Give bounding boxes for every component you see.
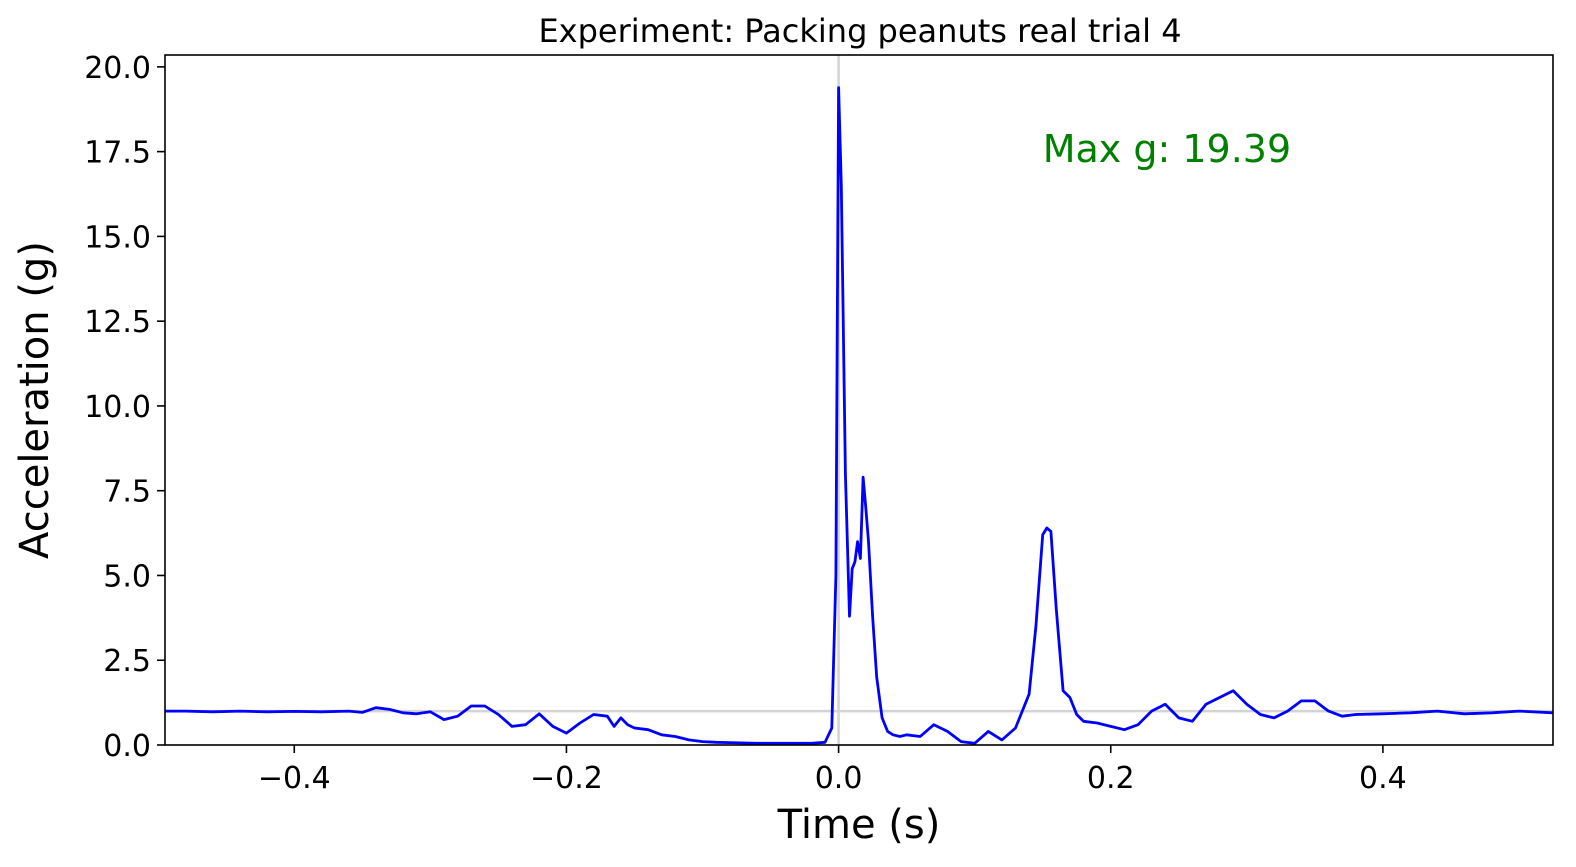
- x-axis-title: Time (s): [777, 802, 941, 848]
- y-tick-label: 0.0: [103, 729, 151, 764]
- y-axis-title: Acceleration (g): [12, 241, 58, 559]
- x-tick-label: 0.0: [815, 761, 863, 796]
- y-tick-label: 5.0: [103, 559, 151, 594]
- plot-frame: [164, 54, 1554, 746]
- chart-title: Experiment: Packing peanuts real trial 4: [538, 12, 1181, 50]
- y-tick-label: 12.5: [84, 305, 151, 340]
- y-tick-label: 17.5: [84, 136, 151, 171]
- x-tick-label: −0.4: [258, 761, 331, 796]
- x-tick-label: 0.4: [1359, 761, 1407, 796]
- y-tick-label: 15.0: [84, 220, 151, 255]
- y-tick-label: 2.5: [103, 644, 151, 679]
- max-g-annotation: Max g: 19.39: [1043, 127, 1291, 171]
- x-tick-label: −0.2: [530, 761, 603, 796]
- y-axis: 0.0 2.5 5.0 7.5 10.0 12.5 15.0 17.5 20.0: [84, 51, 165, 764]
- acceleration-series-line: [165, 86, 1553, 745]
- x-tick-label: 0.2: [1087, 761, 1135, 796]
- y-tick-label: 7.5: [103, 475, 151, 510]
- y-tick-label: 10.0: [84, 390, 151, 425]
- plot-area: [164, 54, 1554, 746]
- y-tick-label: 20.0: [84, 51, 151, 86]
- x-axis: −0.4 −0.2 0.0 0.2 0.4: [258, 745, 1407, 796]
